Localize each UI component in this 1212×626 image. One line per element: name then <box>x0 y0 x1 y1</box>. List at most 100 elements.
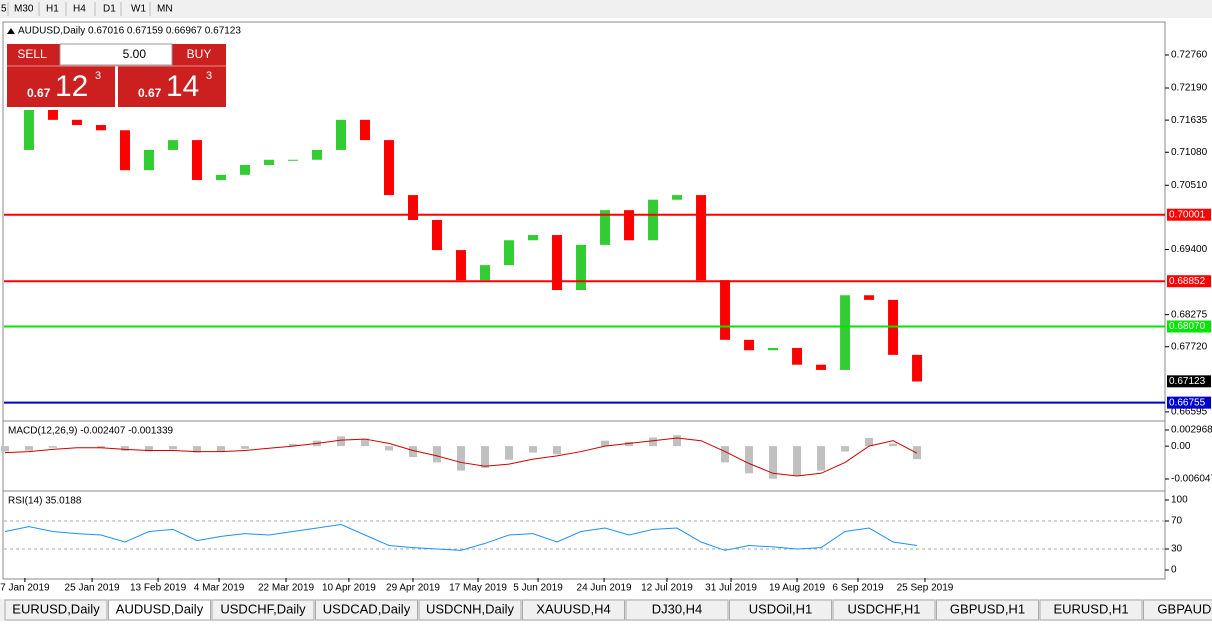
macd-bar <box>1 446 9 451</box>
x-tick-label: 24 Jun 2019 <box>577 583 632 594</box>
y-tick-label: 0.71080 <box>1171 147 1208 158</box>
tab-label[interactable]: AUDUSD,Daily <box>116 601 204 616</box>
x-tick-label: 10 Apr 2019 <box>322 583 376 594</box>
macd-bar <box>721 446 729 462</box>
indicator-title: MACD(12,26,9) -0.002407 -0.001339 <box>8 426 174 437</box>
candle <box>192 140 202 180</box>
price-big: 0.67 <box>138 86 162 100</box>
x-tick-label: 7 Jan 2019 <box>0 583 50 594</box>
y-tick-label: 0.70510 <box>1171 180 1208 191</box>
chart-title: AUDUSD,Daily 0.67016 0.67159 0.66967 0.6… <box>18 26 241 37</box>
tab-label[interactable]: USDCNH,Daily <box>426 601 515 616</box>
timeframe-button[interactable]: H4 <box>73 4 86 15</box>
level-label: 0.66755 <box>1169 397 1206 408</box>
macd-bar <box>121 446 129 451</box>
candle <box>408 195 418 220</box>
macd-bar <box>241 446 249 449</box>
macd-bar <box>385 446 393 450</box>
candle <box>360 120 370 140</box>
candle <box>768 348 778 350</box>
tab-label[interactable]: DJ30,H4 <box>652 601 703 616</box>
macd-bar <box>889 443 897 446</box>
macd-bar <box>817 446 825 470</box>
y-tick-label: -0.006047 <box>1171 474 1212 485</box>
candle <box>840 295 850 370</box>
macd-bar <box>337 436 345 446</box>
tab-label[interactable]: USDCHF,H1 <box>848 601 921 616</box>
macd-bar <box>793 446 801 476</box>
timeframe-button[interactable]: 5 <box>1 4 7 15</box>
tab-label[interactable]: EURUSD,H1 <box>1053 601 1128 616</box>
sell-button[interactable]: SELL <box>17 47 47 61</box>
level-label: 0.70001 <box>1169 209 1206 220</box>
macd-bar <box>49 446 57 448</box>
candle <box>264 160 274 165</box>
macd-bar <box>217 446 225 451</box>
price-big: 0.67 <box>27 86 51 100</box>
volume-box[interactable] <box>60 44 172 65</box>
y-tick-label: 0.72190 <box>1171 83 1208 94</box>
toolbar <box>0 0 1212 18</box>
macd-bar <box>673 435 681 446</box>
tab-label[interactable]: USDCHF,Daily <box>220 601 306 616</box>
x-tick-label: 17 May 2019 <box>449 583 507 594</box>
price-pips: 14 <box>166 70 199 103</box>
tab-label[interactable]: GBPUSD,H1 <box>950 601 1025 616</box>
x-tick-label: 31 Jul 2019 <box>705 583 757 594</box>
x-tick-label: 13 Feb 2019 <box>130 583 187 594</box>
candle <box>168 140 178 150</box>
timeframe-button[interactable]: MN <box>157 4 173 15</box>
candle <box>576 245 586 290</box>
y-tick-label: 0.72760 <box>1171 50 1208 61</box>
x-tick-label: 19 Aug 2019 <box>769 583 826 594</box>
x-tick-label: 25 Jan 2019 <box>65 583 120 594</box>
timeframe-button[interactable]: W1 <box>131 4 146 15</box>
y-tick-label: 0 <box>1171 565 1177 576</box>
candle <box>336 120 346 150</box>
timeframe-button[interactable]: M30 <box>14 4 34 15</box>
y-tick-label: 0.00 <box>1171 441 1191 452</box>
candle <box>144 150 154 170</box>
x-tick-label: 5 Jun 2019 <box>513 583 563 594</box>
candle <box>504 240 514 265</box>
macd-bar <box>457 446 465 470</box>
volume-input[interactable]: 5.00 <box>123 47 147 61</box>
macd-bar <box>841 446 849 451</box>
macd-bar <box>865 438 873 446</box>
macd-bar <box>553 446 561 454</box>
candle <box>24 110 34 150</box>
candle <box>792 348 802 365</box>
tab-label[interactable]: USDOil,H1 <box>749 601 813 616</box>
y-tick-label: 0.68275 <box>1171 309 1208 320</box>
y-tick-label: 70 <box>1171 516 1183 527</box>
price-point: 3 <box>95 70 101 82</box>
x-tick-label: 22 Mar 2019 <box>258 583 315 594</box>
candle <box>720 280 730 340</box>
price-point: 3 <box>206 70 212 82</box>
buy-button[interactable]: BUY <box>187 47 212 61</box>
candle <box>120 130 130 170</box>
tab-label[interactable]: EURUSD,Daily <box>12 601 100 616</box>
candle <box>672 195 682 200</box>
tab-label[interactable]: XAUUSD,H4 <box>536 601 610 616</box>
timeframe-button[interactable]: D1 <box>103 4 116 15</box>
candle <box>432 220 442 250</box>
timeframe-button[interactable]: H1 <box>46 4 59 15</box>
candle <box>528 235 538 240</box>
tab-label[interactable]: GBPAUD,H1 <box>1157 601 1212 616</box>
y-tick-label: 30 <box>1171 544 1183 555</box>
tab-label[interactable]: USDCAD,Daily <box>323 601 411 616</box>
candle <box>240 165 250 175</box>
macd-bar <box>745 446 753 473</box>
candle <box>744 340 754 350</box>
y-tick-label: 0.002968 <box>1171 425 1212 436</box>
macd-bar <box>505 446 513 460</box>
candle <box>864 295 874 300</box>
x-tick-label: 12 Jul 2019 <box>641 583 693 594</box>
candle <box>288 160 298 161</box>
candle <box>696 195 706 280</box>
macd-bar <box>481 446 489 468</box>
level-label: 0.68852 <box>1169 276 1206 287</box>
